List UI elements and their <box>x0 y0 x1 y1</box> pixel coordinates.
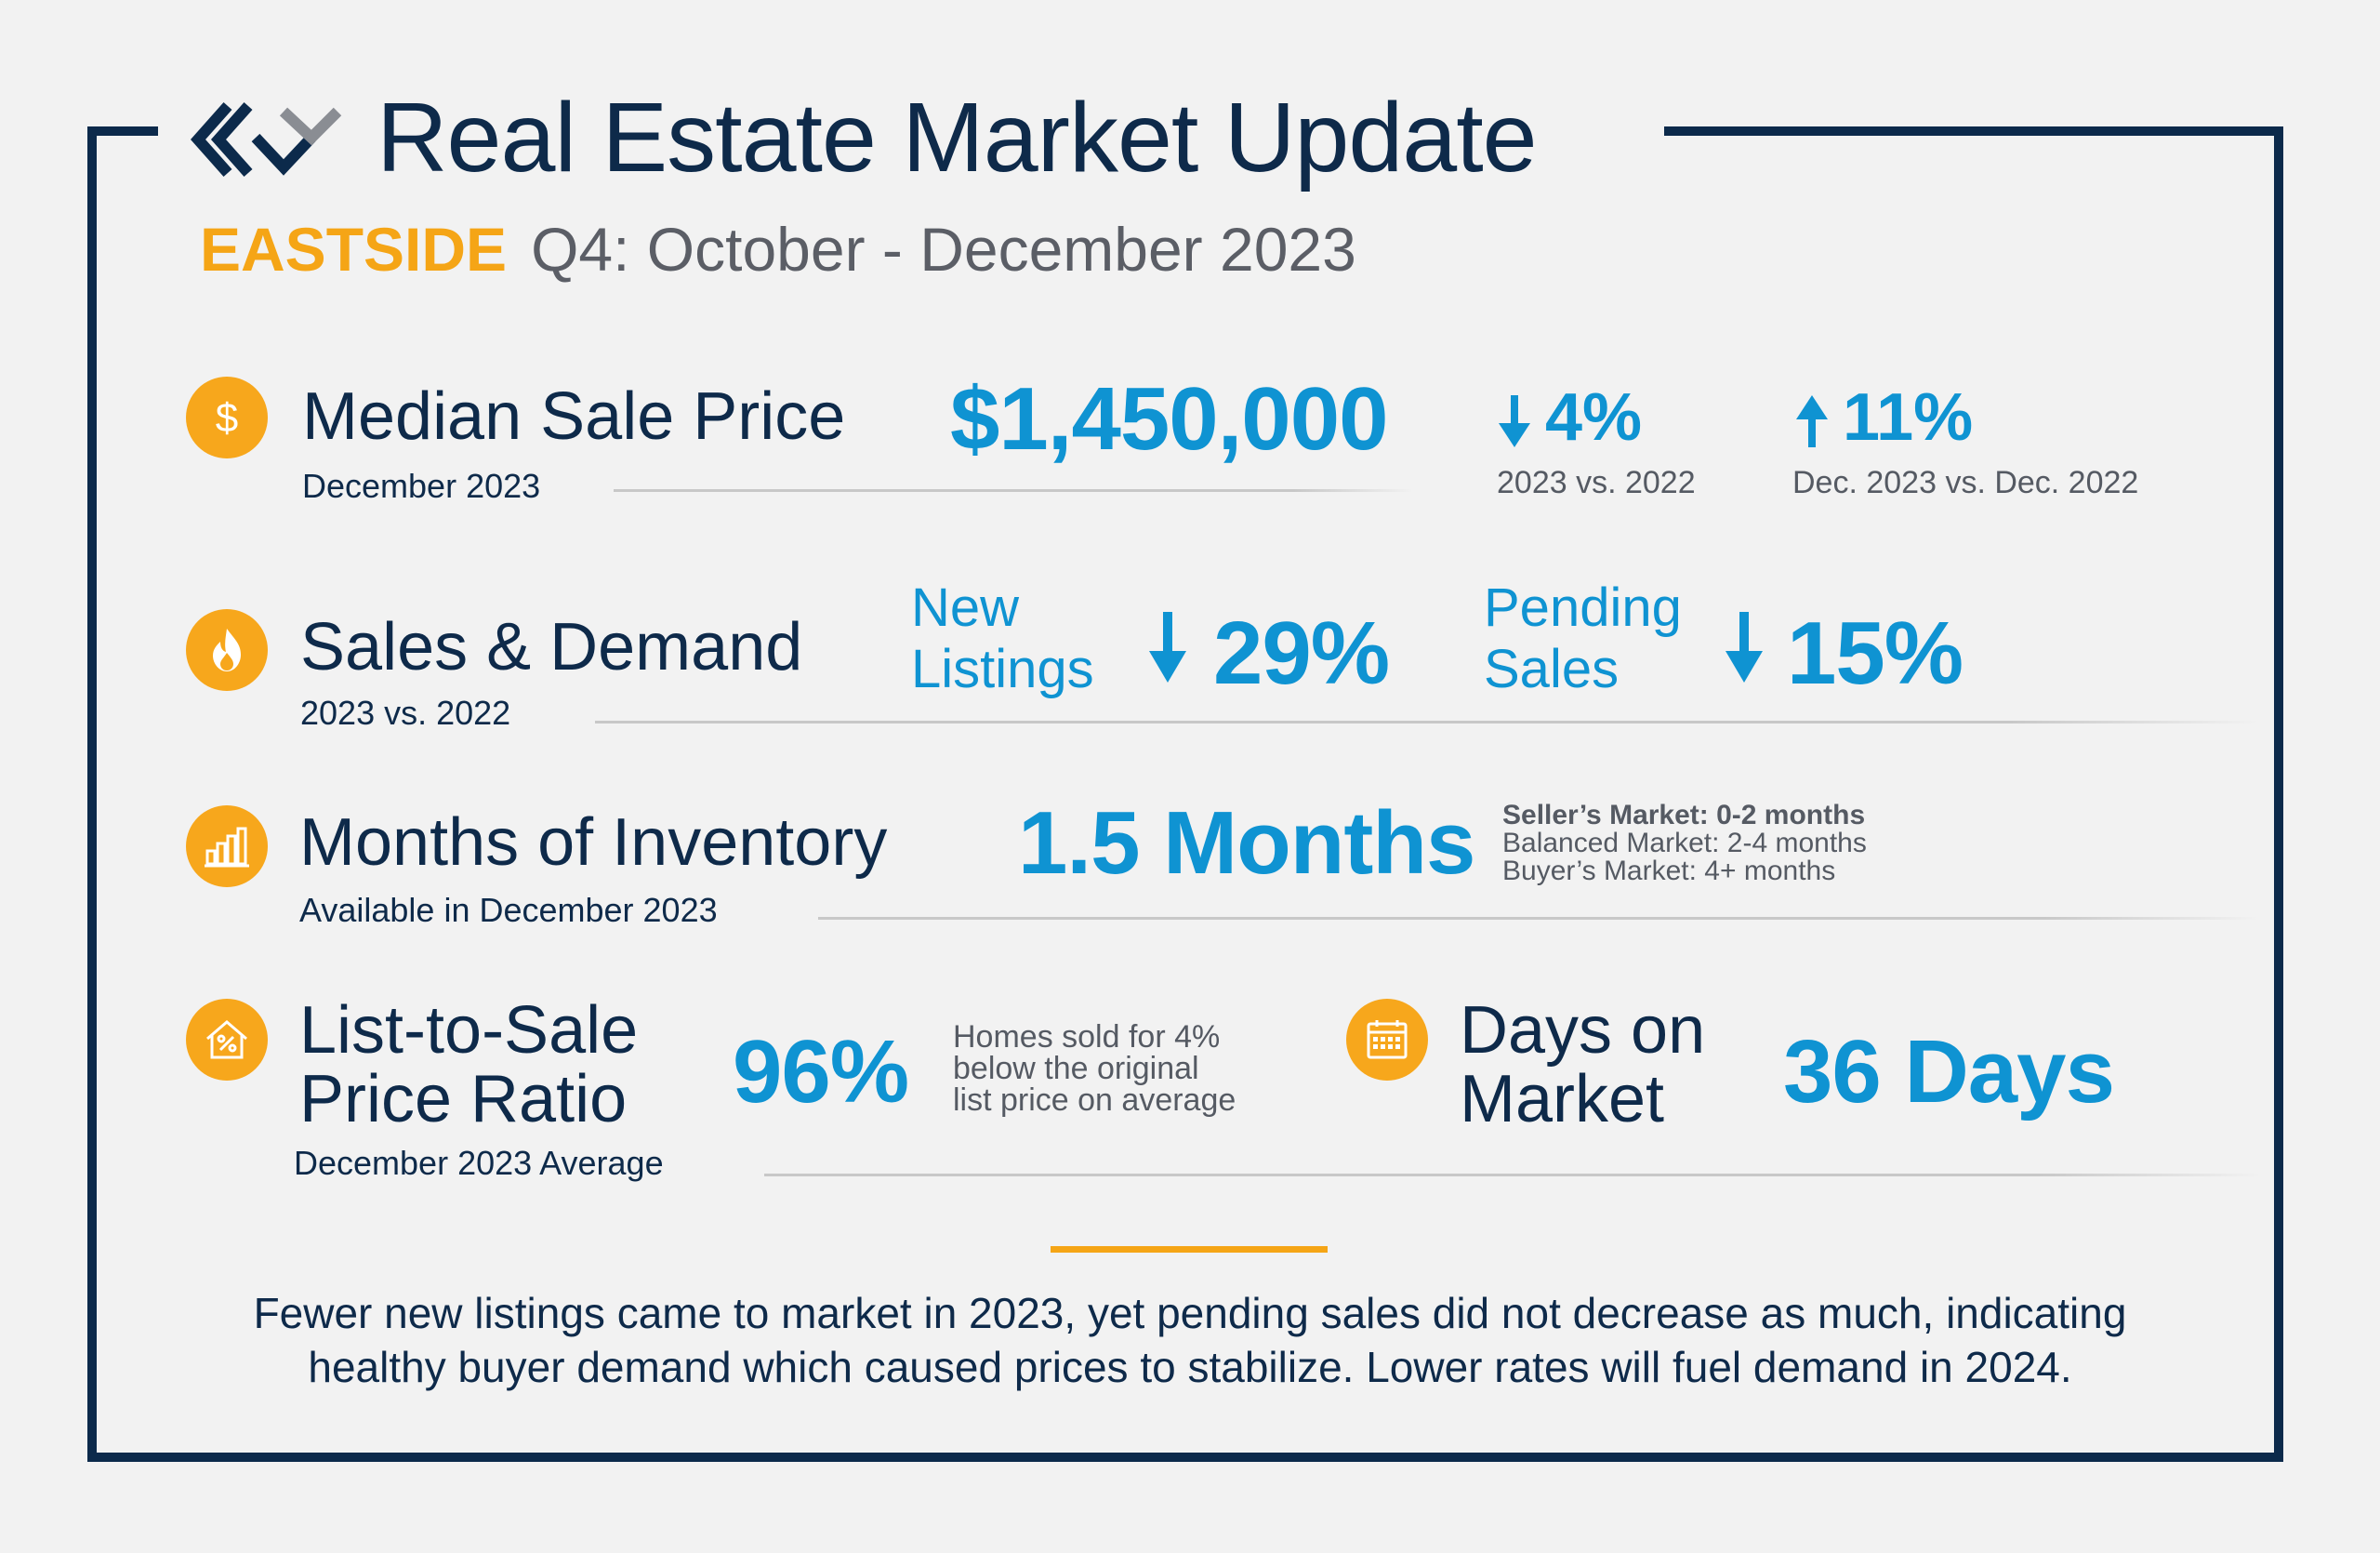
house-percent-icon <box>186 999 268 1081</box>
list-to-sale-note-line3: list price on average <box>953 1082 1236 1118</box>
pending-sales-value: 15% <box>1787 604 1964 703</box>
brand-logo-icon <box>191 102 342 177</box>
inventory-value: 1.5 Months <box>1018 793 1475 893</box>
list-to-sale-note: Homes sold for 4% below the original lis… <box>953 1021 1236 1116</box>
list-to-sale-value: 96% <box>733 1022 909 1122</box>
arrow-down-icon <box>1726 612 1763 683</box>
period-label: Q4: October - December 2023 <box>531 215 1356 284</box>
days-on-market-label-line1: Days on <box>1460 993 1706 1068</box>
arrow-up-icon <box>1796 395 1828 447</box>
median-price-year-caption: 2023 vs. 2022 <box>1497 465 1696 500</box>
legend-sellers-market: Seller’s Market: 0-2 months <box>1502 800 1866 830</box>
list-to-sale-note-line2: below the original <box>953 1051 1199 1086</box>
days-on-market-label-line2: Market <box>1460 1062 1665 1136</box>
inventory-label: Months of Inventory <box>299 805 888 880</box>
pending-sales-label-line1: Pending <box>1484 577 1682 638</box>
median-price-year-change: 4% <box>1545 380 1643 455</box>
dollar-icon: $ <box>186 377 268 458</box>
new-listings-value: 29% <box>1213 604 1390 703</box>
accent-divider <box>1051 1246 1328 1253</box>
median-sale-price-value: $1,450,000 <box>950 369 1388 469</box>
days-on-market-value: 36 Days <box>1783 1022 2115 1122</box>
new-listings-label-line2: Listings <box>911 639 1094 699</box>
inventory-sub: Available in December 2023 <box>299 891 718 929</box>
region-label: EASTSIDE <box>200 215 508 284</box>
summary-text: Fewer new listings came to market in 202… <box>177 1287 2203 1394</box>
divider <box>764 1174 2261 1176</box>
bar-chart-icon <box>186 805 268 887</box>
arrow-down-icon <box>1149 612 1186 683</box>
divider <box>595 721 2259 723</box>
summary-line1: Fewer new listings came to market in 202… <box>253 1289 2127 1337</box>
legend-buyers-market: Buyer’s Market: 4+ months <box>1502 856 1836 886</box>
new-listings-label-line1: New <box>911 577 1020 638</box>
divider <box>614 489 1413 492</box>
list-to-sale-label-line1: List-to-Sale <box>299 993 639 1068</box>
summary-line2: healthy buyer demand which caused prices… <box>308 1342 2072 1391</box>
median-price-month-change: 11% <box>1843 380 1974 455</box>
list-to-sale-label-line2: Price Ratio <box>299 1062 628 1136</box>
arrow-down-icon <box>1499 395 1530 447</box>
divider <box>818 917 2259 920</box>
svg-text:$: $ <box>216 395 238 441</box>
median-price-month-caption: Dec. 2023 vs. Dec. 2022 <box>1792 465 2139 500</box>
flame-icon <box>186 609 268 691</box>
legend-balanced-market: Balanced Market: 2-4 months <box>1502 828 1867 858</box>
market-legend: Seller’s Market: 0-2 months Balanced Mar… <box>1502 802 1867 885</box>
pending-sales-label-line2: Sales <box>1484 639 1620 699</box>
median-sale-price-sub: December 2023 <box>302 467 541 505</box>
list-to-sale-sub: December 2023 Average <box>294 1144 664 1182</box>
page-subtitle: EASTSIDE Q4: October - December 2023 <box>200 214 1356 285</box>
median-sale-price-label: Median Sale Price <box>302 379 846 454</box>
sales-demand-label: Sales & Demand <box>300 610 803 684</box>
calendar-icon <box>1346 999 1428 1081</box>
page-title: Real Estate Market Update <box>377 83 1538 192</box>
title-gap <box>158 112 1664 149</box>
sales-demand-sub: 2023 vs. 2022 <box>300 694 511 732</box>
list-to-sale-note-line1: Homes sold for 4% <box>953 1019 1221 1055</box>
